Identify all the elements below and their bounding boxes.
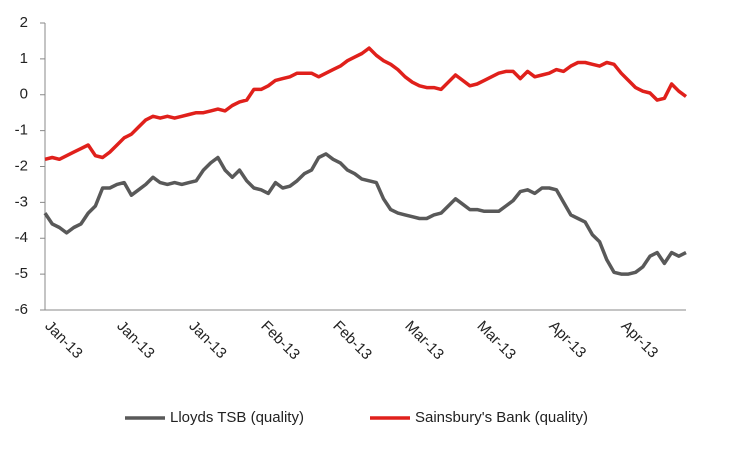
y-tick-label: -2 bbox=[15, 157, 28, 174]
y-tick-label: -6 bbox=[15, 301, 28, 318]
x-tick-label: Jan-13 bbox=[113, 318, 157, 362]
legend-label: Lloyds TSB (quality) bbox=[170, 409, 304, 426]
y-tick-label: 1 bbox=[20, 50, 28, 67]
x-tick-label: Apr-13 bbox=[618, 318, 662, 362]
x-tick-label: Feb-13 bbox=[257, 318, 303, 364]
y-tick-label: 0 bbox=[20, 86, 28, 103]
y-tick-label: -4 bbox=[15, 229, 28, 246]
x-tick-label: Feb-13 bbox=[329, 318, 375, 364]
legend-label: Sainsbury's Bank (quality) bbox=[415, 409, 588, 426]
series-line bbox=[44, 46, 688, 162]
x-tick-label: Apr-13 bbox=[546, 318, 590, 362]
x-tick-label: Jan-13 bbox=[41, 318, 85, 362]
x-tick-label: Jan-13 bbox=[185, 318, 229, 362]
y-tick-label: 2 bbox=[20, 14, 28, 31]
y-tick-label: -3 bbox=[15, 193, 28, 210]
y-tick-label: -1 bbox=[15, 122, 28, 139]
y-tick-label: -5 bbox=[15, 265, 28, 282]
x-tick-label: Mar-13 bbox=[474, 318, 520, 364]
series-line bbox=[43, 152, 687, 276]
x-tick-label: Mar-13 bbox=[401, 318, 447, 364]
